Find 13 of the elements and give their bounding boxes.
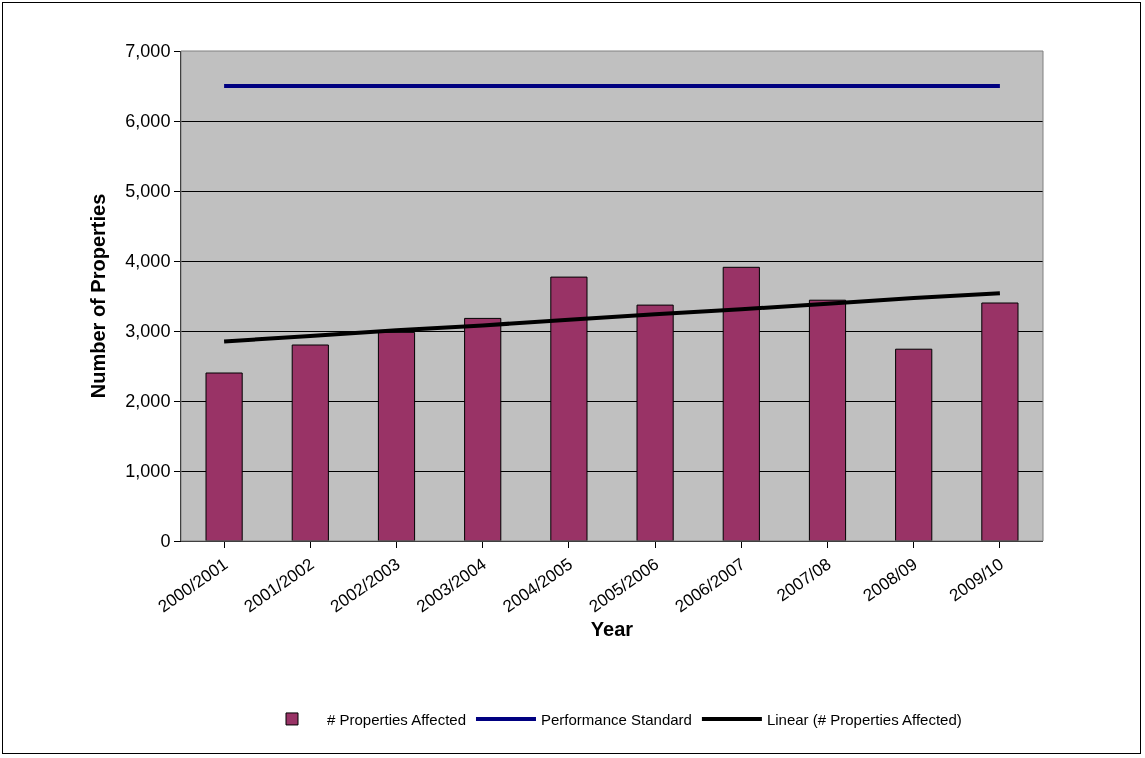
y-tick-label: 4,000 bbox=[125, 251, 171, 272]
legend-label: # Properties Affected bbox=[327, 710, 466, 728]
y-tick-label: 5,000 bbox=[125, 181, 171, 202]
x-axis-title: Year bbox=[590, 618, 634, 641]
y-tick-label: 0 bbox=[160, 531, 171, 552]
y-axis-title: Number of Properties bbox=[86, 193, 109, 399]
y-tick-label: 3,000 bbox=[125, 321, 171, 342]
y-tick-label: 7,000 bbox=[125, 41, 171, 62]
legend-label: Performance Standard bbox=[540, 710, 692, 728]
y-tick-label: 6,000 bbox=[125, 111, 171, 132]
y-tick-label: 2,000 bbox=[125, 391, 171, 412]
legend-label: Linear (# Properties Affected) bbox=[766, 710, 962, 728]
y-tick-label: 1,000 bbox=[125, 461, 171, 482]
